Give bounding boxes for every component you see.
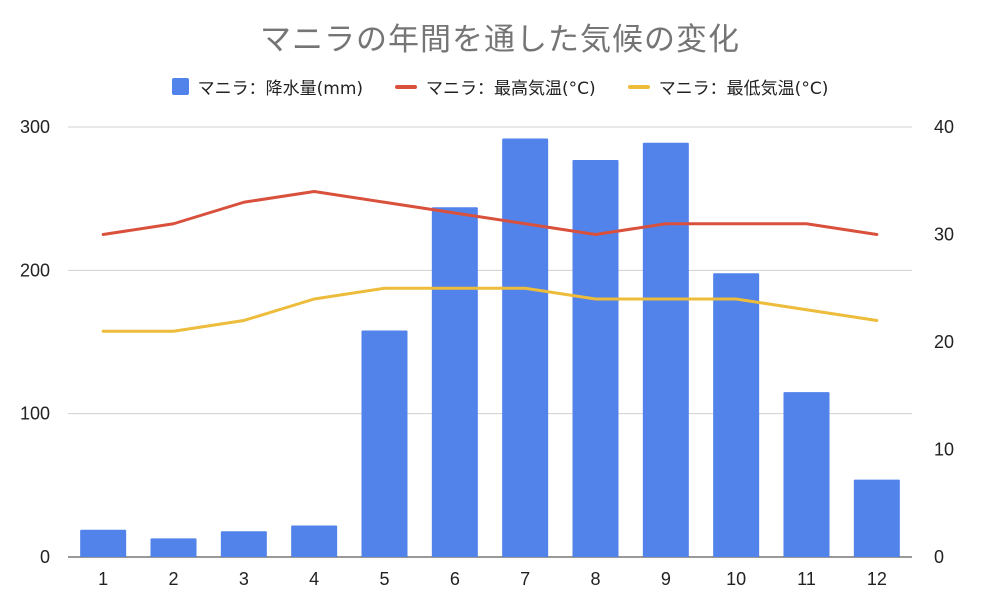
bar — [642, 142, 689, 557]
legend: マニラ：降水量(mm) マニラ：最高気温(°C) マニラ：最低気温(°C) — [0, 74, 1000, 99]
chart-title: マニラの年間を通した気候の変化 — [260, 22, 740, 58]
x-tick-label: 12 — [867, 569, 887, 589]
legend-swatch-max-temp — [395, 84, 418, 89]
max-temp-line — [101, 190, 879, 236]
x-tick-label: 7 — [520, 569, 530, 589]
y-left-tick-label: 300 — [20, 117, 50, 137]
y-right-tick-label: 30 — [934, 225, 954, 245]
bar — [291, 525, 338, 557]
bar — [361, 330, 408, 557]
x-tick-label: 10 — [726, 569, 746, 589]
legend-swatch-min-temp — [627, 84, 650, 89]
x-tick-label: 4 — [309, 569, 319, 589]
bar — [431, 207, 478, 557]
y-left-tick-label: 200 — [20, 260, 50, 280]
bar — [150, 538, 197, 557]
bar — [220, 531, 267, 557]
x-tick-label: 11 — [797, 569, 816, 589]
bar — [572, 159, 619, 557]
bar — [502, 138, 549, 557]
bar — [853, 479, 900, 557]
legend-label-max-temp: マニラ：最高気温(°C) — [426, 79, 596, 99]
y-right-tick-label: 40 — [934, 117, 954, 137]
x-tick-label: 5 — [379, 569, 389, 589]
x-tick-label: 6 — [450, 569, 460, 589]
y-right-tick-label: 0 — [934, 547, 944, 567]
x-tick-label: 8 — [590, 569, 600, 589]
y-left-tick-label: 100 — [20, 404, 50, 424]
bar — [713, 273, 760, 557]
legend-item-max-temp[interactable]: マニラ：最高気温(°C) — [395, 74, 596, 99]
x-tick-label: 2 — [168, 569, 178, 589]
y-left-tick-label: 0 — [40, 547, 50, 567]
min-temp-line — [101, 286, 879, 333]
legend-item-min-temp[interactable]: マニラ：最低気温(°C) — [627, 74, 829, 99]
legend-label-min-temp: マニラ：最低気温(°C) — [658, 79, 829, 99]
x-tick-label: 9 — [661, 569, 671, 589]
legend-item-rainfall[interactable]: マニラ：降水量(mm) — [171, 74, 364, 99]
x-tick-label: 3 — [239, 569, 249, 589]
bar — [783, 392, 830, 557]
legend-swatch-rainfall — [171, 78, 189, 95]
bar — [80, 529, 127, 557]
y-right-tick-label: 10 — [934, 440, 954, 460]
legend-label-rainfall: マニラ：降水量(mm) — [197, 79, 364, 99]
x-tick-label: 1 — [98, 569, 108, 589]
y-right-tick-label: 20 — [934, 332, 954, 352]
